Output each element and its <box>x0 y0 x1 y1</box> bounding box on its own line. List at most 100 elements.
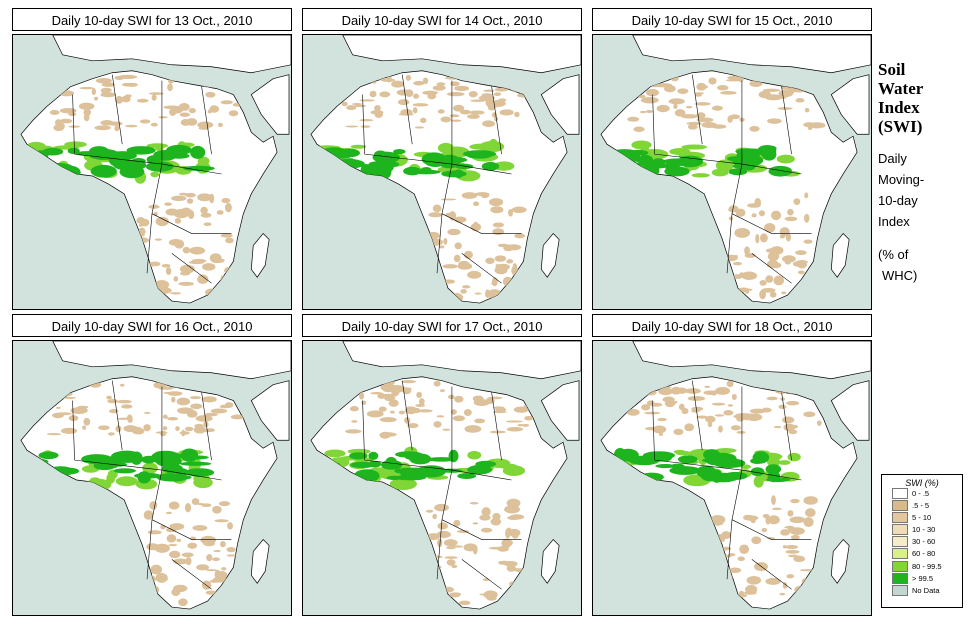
moist-patch <box>675 450 691 456</box>
dry-patch <box>670 386 682 395</box>
dry-patch <box>491 112 498 118</box>
dry-patch <box>203 222 212 226</box>
dry-patch <box>695 93 702 97</box>
dry-patch <box>771 210 782 221</box>
dry-patch <box>228 110 239 117</box>
dry-patch <box>764 222 776 233</box>
wet-patch <box>113 468 136 474</box>
dry-patch <box>432 85 446 91</box>
dry-patch <box>691 406 704 411</box>
dry-patch <box>405 74 412 81</box>
dry-patch <box>448 593 461 598</box>
dry-patch <box>149 261 161 267</box>
dry-patch <box>782 582 788 589</box>
dry-patch <box>417 409 433 413</box>
wet-patch <box>677 455 698 464</box>
dry-patch <box>83 108 91 116</box>
dry-patch <box>184 426 194 432</box>
europe-landmass <box>52 35 291 74</box>
dry-patch <box>515 288 522 297</box>
dry-patch <box>202 263 216 271</box>
dry-patch <box>732 261 742 266</box>
dry-patch <box>812 390 827 398</box>
dry-patch <box>221 567 227 571</box>
dry-patch <box>450 81 460 87</box>
dry-patch <box>413 80 425 86</box>
dry-patch <box>677 88 689 94</box>
dry-patch <box>224 202 232 213</box>
dry-patch <box>192 524 208 531</box>
legend-item: No Data <box>882 584 962 597</box>
dry-patch <box>521 423 530 427</box>
dry-patch <box>704 385 711 388</box>
dry-patch <box>451 119 462 122</box>
moist-patch <box>631 140 652 150</box>
dry-patch <box>187 542 198 549</box>
dry-patch <box>193 426 206 434</box>
dry-patch <box>148 92 164 95</box>
wet-patch <box>727 156 746 162</box>
moist-patch <box>714 448 737 454</box>
dry-patch <box>502 595 512 604</box>
dry-patch <box>452 545 464 548</box>
dry-patch <box>433 588 445 592</box>
dry-patch <box>737 556 745 562</box>
legend-swatch <box>892 560 908 572</box>
dry-patch <box>184 502 192 513</box>
dry-patch <box>506 259 514 264</box>
dry-patch <box>713 294 729 298</box>
dry-patch <box>459 109 471 115</box>
wet-patch <box>607 154 622 163</box>
dry-patch <box>634 79 641 84</box>
dry-patch <box>499 109 514 116</box>
dry-patch <box>785 544 799 549</box>
dry-patch <box>212 557 221 561</box>
dry-patch <box>765 275 774 283</box>
dry-patch <box>170 106 183 114</box>
dry-patch <box>473 221 479 227</box>
wet-patch <box>32 150 49 160</box>
europe-landmass <box>342 341 581 380</box>
madagascar-landmass <box>830 233 850 278</box>
dry-patch <box>173 208 190 219</box>
dry-patch <box>209 105 220 113</box>
wet-patch <box>766 477 791 483</box>
dry-patch <box>803 496 818 505</box>
dry-patch <box>717 242 725 253</box>
dry-patch <box>401 379 416 384</box>
dry-patch <box>804 107 810 113</box>
dry-patch <box>126 82 138 87</box>
dry-patch <box>450 409 457 415</box>
dry-patch <box>209 253 222 263</box>
panel-title: Daily 10-day SWI for 14 Oct., 2010 <box>302 8 582 31</box>
legend-item: 10 - 30 <box>882 524 962 536</box>
wet-patch <box>421 166 432 174</box>
dry-patch <box>665 402 675 408</box>
dry-patch <box>483 89 495 92</box>
wet-patch <box>765 464 782 475</box>
dry-patch <box>100 92 117 98</box>
dry-patch <box>495 406 506 411</box>
moist-patch <box>691 173 710 178</box>
dry-patch <box>640 96 659 104</box>
dry-patch <box>783 423 796 432</box>
legend-label: 60 - 80 <box>912 549 936 559</box>
dry-patch <box>379 417 397 423</box>
dry-patch <box>191 258 207 263</box>
dry-patch <box>715 387 731 395</box>
legend-label: 5 - 10 <box>912 513 932 523</box>
dry-patch <box>379 91 391 98</box>
wet-patch <box>31 166 60 180</box>
dry-patch <box>201 396 217 403</box>
dry-patch <box>479 514 491 521</box>
panel-title: Daily 10-day SWI for 18 Oct., 2010 <box>592 314 872 337</box>
dry-patch <box>119 383 125 387</box>
wet-patch <box>26 476 47 481</box>
dry-patch <box>428 238 443 246</box>
legend-label: 10 - 30 <box>912 525 936 535</box>
dry-patch <box>816 420 822 426</box>
dry-patch <box>46 432 62 436</box>
dry-patch <box>509 504 519 507</box>
dry-patch <box>135 550 144 554</box>
dry-patch <box>492 103 498 109</box>
